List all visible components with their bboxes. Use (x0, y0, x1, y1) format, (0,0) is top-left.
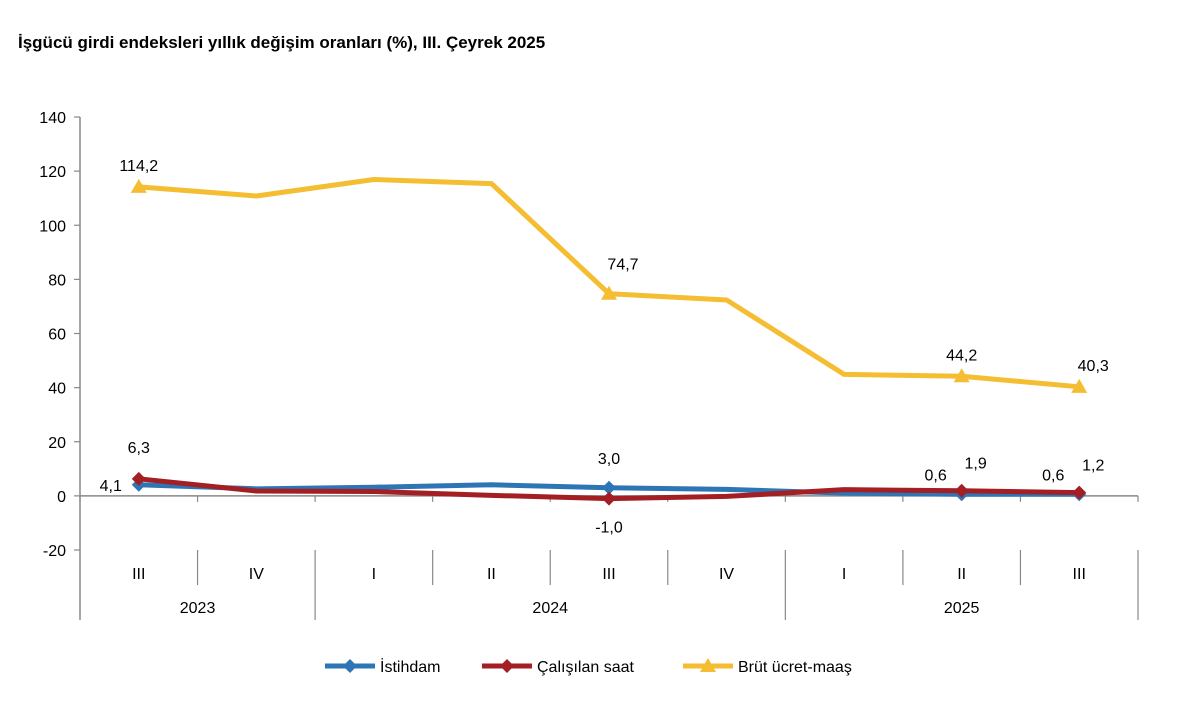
data-label: 1,9 (965, 456, 987, 473)
chart-legend: İstihdam Çalışılan saat Brüt ücret-maaş (325, 657, 852, 676)
data-label: -1,0 (595, 520, 623, 537)
x-category-label: IV (249, 566, 264, 583)
data-point-marker (1071, 378, 1088, 393)
x-category-label: III (1073, 566, 1086, 583)
x-year-label: 2025 (944, 600, 980, 617)
data-label: 0,6 (1042, 467, 1064, 484)
data-label: 114,2 (119, 158, 158, 175)
y-tick-label: -20 (43, 543, 66, 560)
x-category-label: IV (719, 566, 734, 583)
data-label: 4,1 (100, 478, 122, 495)
x-category-label: I (842, 566, 846, 583)
data-point-marker (954, 483, 969, 498)
data-point-marker (602, 480, 616, 495)
legend-marker-0 (343, 659, 357, 673)
data-label: 74,7 (607, 257, 638, 274)
data-point-marker (131, 471, 146, 486)
legend-label: İstihdam (380, 657, 440, 676)
y-tick-label: 20 (48, 435, 66, 452)
data-point-marker (602, 491, 616, 506)
x-year-label: 2023 (180, 600, 216, 617)
chart-title: İşgücü girdi endeksleri yıllık değişim o… (18, 33, 546, 52)
x-category-label: II (957, 566, 966, 583)
data-label: 0,6 (925, 467, 947, 484)
x-category-label: I (372, 566, 376, 583)
x-year-label: 2024 (532, 600, 568, 617)
legend-marker-1 (500, 659, 514, 673)
x-category-label: III (602, 566, 615, 583)
x-category-label: III (132, 566, 145, 583)
legend-marker-2 (700, 658, 716, 672)
data-label: 1,2 (1082, 458, 1104, 475)
y-tick-label: 0 (57, 489, 66, 506)
data-label: 6,3 (128, 440, 150, 457)
y-tick-label: 80 (48, 272, 66, 289)
y-tick-label: 60 (48, 327, 66, 344)
legend-label: Çalışılan saat (537, 659, 634, 676)
series-line-2 (136, 177, 1082, 390)
y-tick-label: 100 (39, 218, 66, 235)
data-labels: 4,1 3,0 0,6 0,6 6,3 -1,0 1,9 1,2 114,2 74,7 44,2 40… (100, 158, 1109, 537)
y-tick-label: 120 (39, 164, 66, 181)
legend-label: Brüt ücret-maaş (738, 659, 852, 676)
y-tick-label: 40 (48, 381, 66, 398)
data-label: 40,3 (1078, 358, 1109, 375)
data-label: 44,2 (946, 347, 977, 364)
y-axis-ticks: -20 0 20 40 60 80 100 120 140 (39, 110, 80, 560)
y-tick-label: 140 (39, 110, 66, 127)
chart-series (130, 177, 1088, 506)
data-point-marker (601, 285, 617, 300)
x-category-label: II (487, 566, 496, 583)
data-point-marker (130, 178, 147, 193)
data-point-marker (953, 368, 970, 383)
data-label: 3,0 (598, 451, 620, 468)
data-point-marker (1072, 485, 1087, 500)
